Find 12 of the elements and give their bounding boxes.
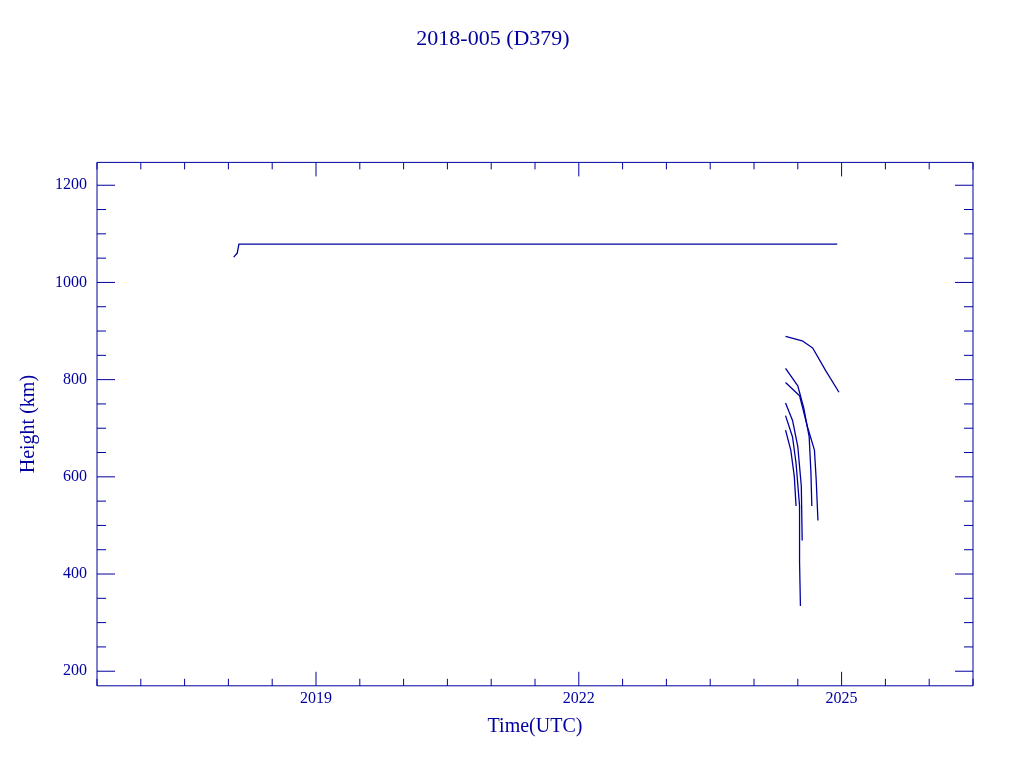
- y-tick-label: 200: [63, 661, 87, 679]
- y-tick-label: 1000: [55, 272, 87, 290]
- y-axis-title: Height (km): [16, 374, 40, 474]
- x-tick-label: 2019: [300, 688, 332, 706]
- y-tick-label: 1200: [55, 175, 87, 193]
- chart-title: 2018-005 (D379): [416, 24, 570, 50]
- x-tick-label: 2022: [562, 688, 595, 706]
- x-tick-label: 2025: [825, 688, 858, 706]
- x-axis-title: Time(UTC): [487, 714, 583, 738]
- y-tick-label: 400: [63, 564, 87, 582]
- y-tick-label: 800: [63, 369, 87, 387]
- y-tick-label: 600: [63, 467, 87, 485]
